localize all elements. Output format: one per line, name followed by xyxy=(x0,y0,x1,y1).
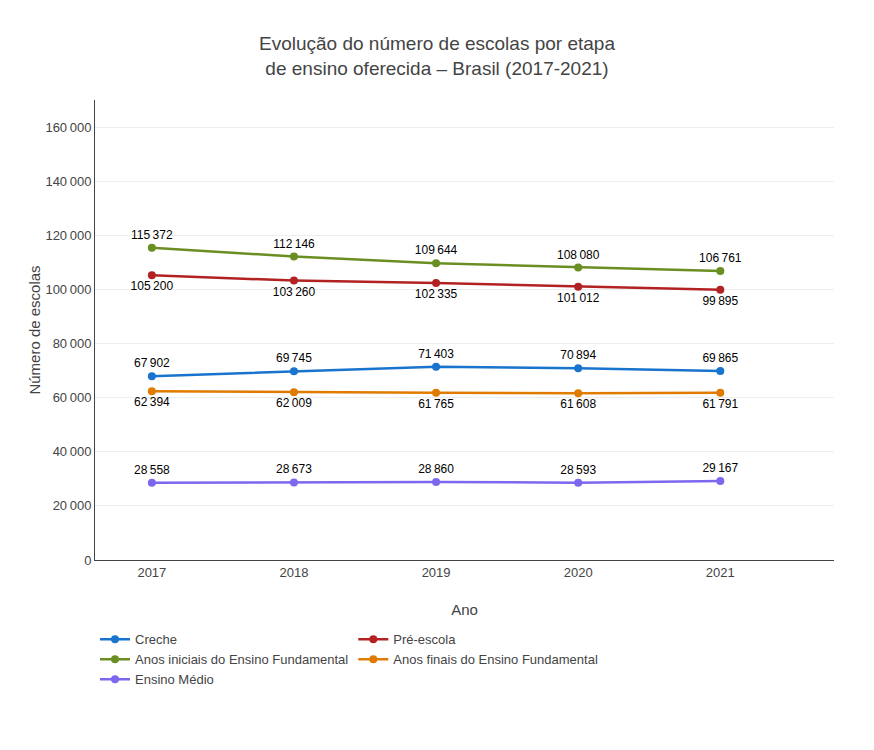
svg-text:120 000: 120 000 xyxy=(45,228,91,243)
svg-text:28 593: 28 593 xyxy=(560,463,596,477)
svg-text:28 860: 28 860 xyxy=(418,462,454,476)
svg-text:101 012: 101 012 xyxy=(557,291,600,305)
svg-text:103 260: 103 260 xyxy=(273,285,316,299)
svg-text:71 403: 71 403 xyxy=(418,347,454,361)
svg-text:20 000: 20 000 xyxy=(53,498,92,513)
svg-text:61 608: 61 608 xyxy=(560,397,596,411)
svg-text:109 644: 109 644 xyxy=(415,243,458,257)
svg-text:Ano: Ano xyxy=(451,601,478,618)
svg-text:70 894: 70 894 xyxy=(560,348,596,362)
svg-text:Número de escolas: Número de escolas xyxy=(26,265,43,394)
svg-text:112 146: 112 146 xyxy=(273,237,315,251)
svg-text:102 335: 102 335 xyxy=(415,287,458,301)
svg-text:69 865: 69 865 xyxy=(702,351,738,365)
svg-text:40 000: 40 000 xyxy=(53,444,92,459)
svg-text:2021: 2021 xyxy=(706,565,735,580)
svg-text:106 761: 106 761 xyxy=(699,251,742,265)
svg-text:69 745: 69 745 xyxy=(276,351,312,365)
svg-text:28 673: 28 673 xyxy=(276,462,312,476)
svg-text:61 765: 61 765 xyxy=(418,397,454,411)
svg-text:160 000: 160 000 xyxy=(45,120,91,135)
svg-text:100 000: 100 000 xyxy=(45,282,91,297)
svg-text:Creche: Creche xyxy=(135,632,177,647)
svg-text:99 895: 99 895 xyxy=(702,294,738,308)
svg-text:108 080: 108 080 xyxy=(557,248,600,262)
svg-text:2018: 2018 xyxy=(279,565,308,580)
svg-text:140 000: 140 000 xyxy=(45,174,91,189)
svg-text:Ensino Médio: Ensino Médio xyxy=(135,672,214,687)
svg-text:Pré-escola: Pré-escola xyxy=(393,632,456,647)
svg-text:0: 0 xyxy=(84,553,91,568)
svg-text:60 000: 60 000 xyxy=(53,390,92,405)
svg-text:28 558: 28 558 xyxy=(134,463,170,477)
svg-text:62 394: 62 394 xyxy=(134,395,170,409)
svg-text:Evolução do número de escolas: Evolução do número de escolas por etapad… xyxy=(259,33,615,79)
svg-text:Anos iniciais do Ensino Fundam: Anos iniciais do Ensino Fundamental xyxy=(135,652,348,667)
svg-text:105 200: 105 200 xyxy=(131,279,174,293)
svg-text:Anos finais do Ensino Fundamen: Anos finais do Ensino Fundamental xyxy=(393,652,598,667)
svg-text:2020: 2020 xyxy=(564,565,593,580)
svg-text:115 372: 115 372 xyxy=(131,228,173,242)
svg-text:80 000: 80 000 xyxy=(53,336,92,351)
svg-text:67 902: 67 902 xyxy=(134,356,170,370)
svg-text:2017: 2017 xyxy=(137,565,166,580)
svg-text:29 167: 29 167 xyxy=(702,461,738,475)
svg-text:61 791: 61 791 xyxy=(702,397,738,411)
svg-text:2019: 2019 xyxy=(422,565,451,580)
svg-text:62 009: 62 009 xyxy=(276,396,312,410)
